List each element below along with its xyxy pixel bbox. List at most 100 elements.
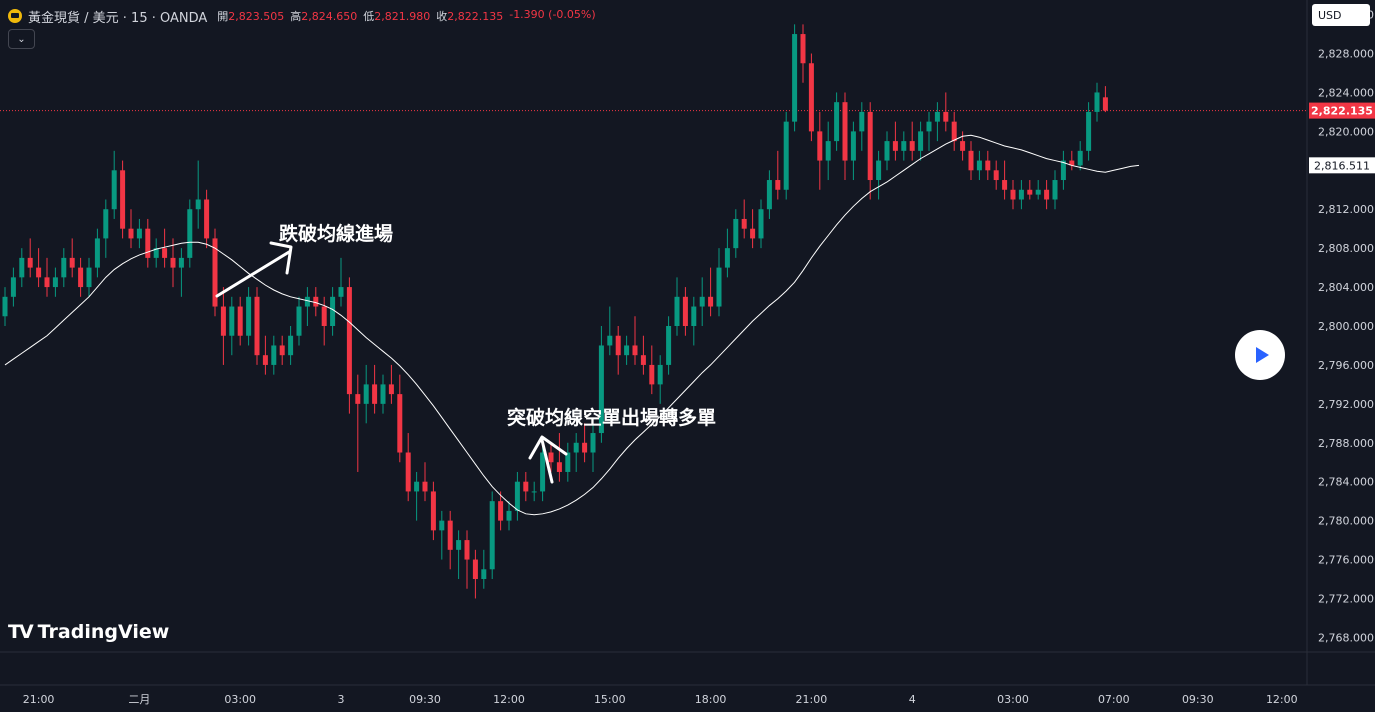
candle-body xyxy=(86,267,92,288)
high-label: 高 xyxy=(290,10,302,23)
currency-selector[interactable]: USD xyxy=(1312,4,1370,26)
candle-body xyxy=(766,180,772,210)
candle-body xyxy=(976,160,982,171)
candle-body xyxy=(145,228,151,258)
x-tick-label: 21:00 xyxy=(23,693,55,706)
candle-body xyxy=(128,228,134,239)
candle-body xyxy=(254,296,260,356)
candle-body xyxy=(136,228,142,239)
candle-body xyxy=(876,160,882,181)
candle-body xyxy=(565,452,571,472)
candle-body xyxy=(556,462,562,472)
candle-body xyxy=(909,141,915,151)
candle-body xyxy=(346,287,352,395)
candle-body xyxy=(2,296,8,317)
candle-body xyxy=(372,384,378,404)
y-tick-label: 2,808.000 xyxy=(1318,242,1374,255)
candle-body xyxy=(808,63,814,132)
candle-body xyxy=(850,131,856,161)
candle-body xyxy=(229,306,235,336)
candle-body xyxy=(775,180,781,190)
candle-body xyxy=(44,277,50,288)
candle-body xyxy=(867,111,873,181)
y-tick-label: 2,800.000 xyxy=(1318,320,1374,333)
y-tick-label: 2,792.000 xyxy=(1318,398,1374,411)
candle-body xyxy=(338,287,344,297)
candle-body xyxy=(523,481,529,492)
candle-body xyxy=(162,248,168,258)
candle-body xyxy=(548,452,554,463)
y-tick-label: 2,788.000 xyxy=(1318,437,1374,450)
candle-body xyxy=(741,218,747,229)
candle-body xyxy=(78,267,84,288)
collapse-legend-button[interactable]: ⌄ xyxy=(8,29,35,49)
candle-body xyxy=(1102,97,1108,111)
candle-body xyxy=(691,306,697,326)
x-tick-label: 二月 xyxy=(128,693,150,706)
candle-body xyxy=(506,510,512,521)
candle-body xyxy=(901,141,907,151)
candle-body xyxy=(237,306,243,336)
low-value: 2,821.980 xyxy=(374,10,431,23)
candle-body xyxy=(1027,189,1033,195)
candle-body xyxy=(498,501,504,521)
candle-body xyxy=(733,218,739,249)
candle-body xyxy=(380,384,386,404)
candle-body xyxy=(288,335,294,356)
candle-body xyxy=(178,257,184,268)
annotation-entry-text: 跌破均線進場 xyxy=(279,223,394,245)
candle-body xyxy=(1052,180,1058,200)
x-tick-label: 09:30 xyxy=(409,693,441,706)
close-label: 收 xyxy=(436,10,448,23)
last-price-badge xyxy=(1309,102,1375,119)
y-tick-label: 2,796.000 xyxy=(1318,359,1374,372)
candle-body xyxy=(1044,189,1050,200)
candle-body xyxy=(724,248,730,268)
candle-body xyxy=(204,199,210,239)
y-tick-label: 2,828.000 xyxy=(1318,48,1374,61)
candle-body xyxy=(456,540,462,550)
annotation-exit-text: 突破均線空單出場轉多單 xyxy=(507,407,717,429)
moving-average-line xyxy=(4,134,1140,516)
candle-body xyxy=(355,394,361,404)
candle-body xyxy=(195,199,201,210)
x-tick-label: 12:00 xyxy=(493,693,525,706)
candle-body xyxy=(464,540,470,560)
x-tick-label: 4 xyxy=(909,693,916,706)
candle-body xyxy=(212,238,218,307)
candle-body xyxy=(111,170,117,210)
candle-body xyxy=(330,296,336,326)
y-tick-label: 2,804.000 xyxy=(1318,281,1374,294)
candle-body xyxy=(582,442,588,453)
x-tick-label: 09:30 xyxy=(1182,693,1214,706)
candle-body xyxy=(321,306,327,326)
candle-body xyxy=(800,34,806,64)
candle-body xyxy=(439,520,445,531)
play-button[interactable] xyxy=(1235,330,1285,380)
x-tick-label: 12:00 xyxy=(1266,693,1298,706)
candle-body xyxy=(19,257,25,278)
candle-body xyxy=(246,296,252,336)
symbol-title[interactable]: 黃金現貨 / 美元 · 15 · OANDA xyxy=(28,10,208,26)
candle-body xyxy=(758,209,764,239)
candle-body xyxy=(363,384,369,404)
x-tick-label: 18:00 xyxy=(695,693,727,706)
candle-body xyxy=(187,209,193,258)
candle-body xyxy=(27,257,33,268)
change-value: -1.390 (-0.05%) xyxy=(509,8,596,21)
y-tick-label: 2,776.000 xyxy=(1318,554,1374,567)
candle-body xyxy=(666,326,672,365)
candle-body xyxy=(699,296,705,307)
candle-body xyxy=(10,277,16,297)
candle-body xyxy=(674,296,680,326)
candle-body xyxy=(884,141,890,161)
candle-body xyxy=(1060,160,1066,181)
candle-body xyxy=(943,111,949,122)
candle-body xyxy=(514,481,520,511)
candle-body xyxy=(985,160,991,171)
y-tick-label: 2,780.000 xyxy=(1318,515,1374,528)
ohlc-values: 開2,823.505 高2,824.650 低2,821.980 收2,822.… xyxy=(217,8,595,24)
candle-body xyxy=(573,442,579,453)
open-value: 2,823.505 xyxy=(228,10,285,23)
